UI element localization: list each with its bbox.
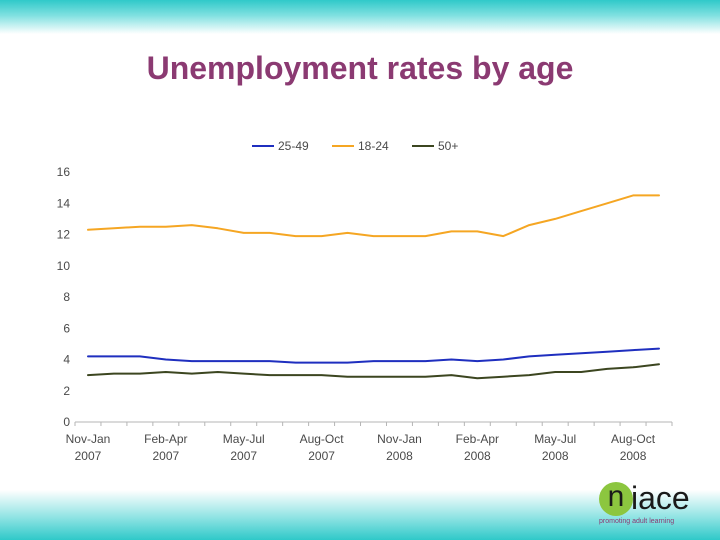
series-line-50plus xyxy=(87,363,660,380)
y-tick-label: 10 xyxy=(57,259,71,273)
x-tick-label-year: 2007 xyxy=(75,449,102,463)
logo-wordmark: iace xyxy=(631,480,690,516)
x-tick-label: Nov-Jan xyxy=(377,432,422,446)
legend-label: 25-49 xyxy=(278,139,309,153)
x-tick-label-year: 2007 xyxy=(152,449,179,463)
y-tick-label: 8 xyxy=(63,290,70,304)
x-tick-label: Feb-Apr xyxy=(144,432,187,446)
x-tick-label-year: 2007 xyxy=(308,449,335,463)
y-tick-label: 4 xyxy=(63,353,70,367)
x-tick-label: Aug-Oct xyxy=(300,432,345,446)
x-tick-label: May-Jul xyxy=(534,432,576,446)
x-tick-label: Nov-Jan xyxy=(66,432,111,446)
x-tick-label: May-Jul xyxy=(223,432,265,446)
series-line-18-24 xyxy=(87,194,660,238)
y-tick-label: 14 xyxy=(57,196,71,210)
y-tick-label: 12 xyxy=(57,228,71,242)
x-tick-label-year: 2008 xyxy=(542,449,569,463)
x-tick-label: Aug-Oct xyxy=(611,432,656,446)
logo-n-circle: n xyxy=(599,482,633,516)
x-tick-label-year: 2008 xyxy=(464,449,491,463)
logo-tagline: promoting adult learning xyxy=(599,518,675,525)
slide-title: Unemployment rates by age xyxy=(146,50,574,86)
y-tick-label: 6 xyxy=(63,321,70,335)
x-tick-label: Feb-Apr xyxy=(456,432,499,446)
y-tick-label: 16 xyxy=(57,165,71,179)
y-tick-label: 2 xyxy=(63,384,70,398)
x-tick-label-year: 2007 xyxy=(230,449,257,463)
x-tick-label-year: 2008 xyxy=(386,449,413,463)
niace-logo: n iace promoting adult learning xyxy=(595,478,715,530)
x-tick-label-year: 2008 xyxy=(620,449,647,463)
legend-label: 18-24 xyxy=(358,139,389,153)
y-tick-label: 0 xyxy=(63,415,70,429)
top-gradient-band xyxy=(0,0,720,34)
legend-label: 50+ xyxy=(438,139,458,153)
series-line-25-49 xyxy=(87,347,660,364)
